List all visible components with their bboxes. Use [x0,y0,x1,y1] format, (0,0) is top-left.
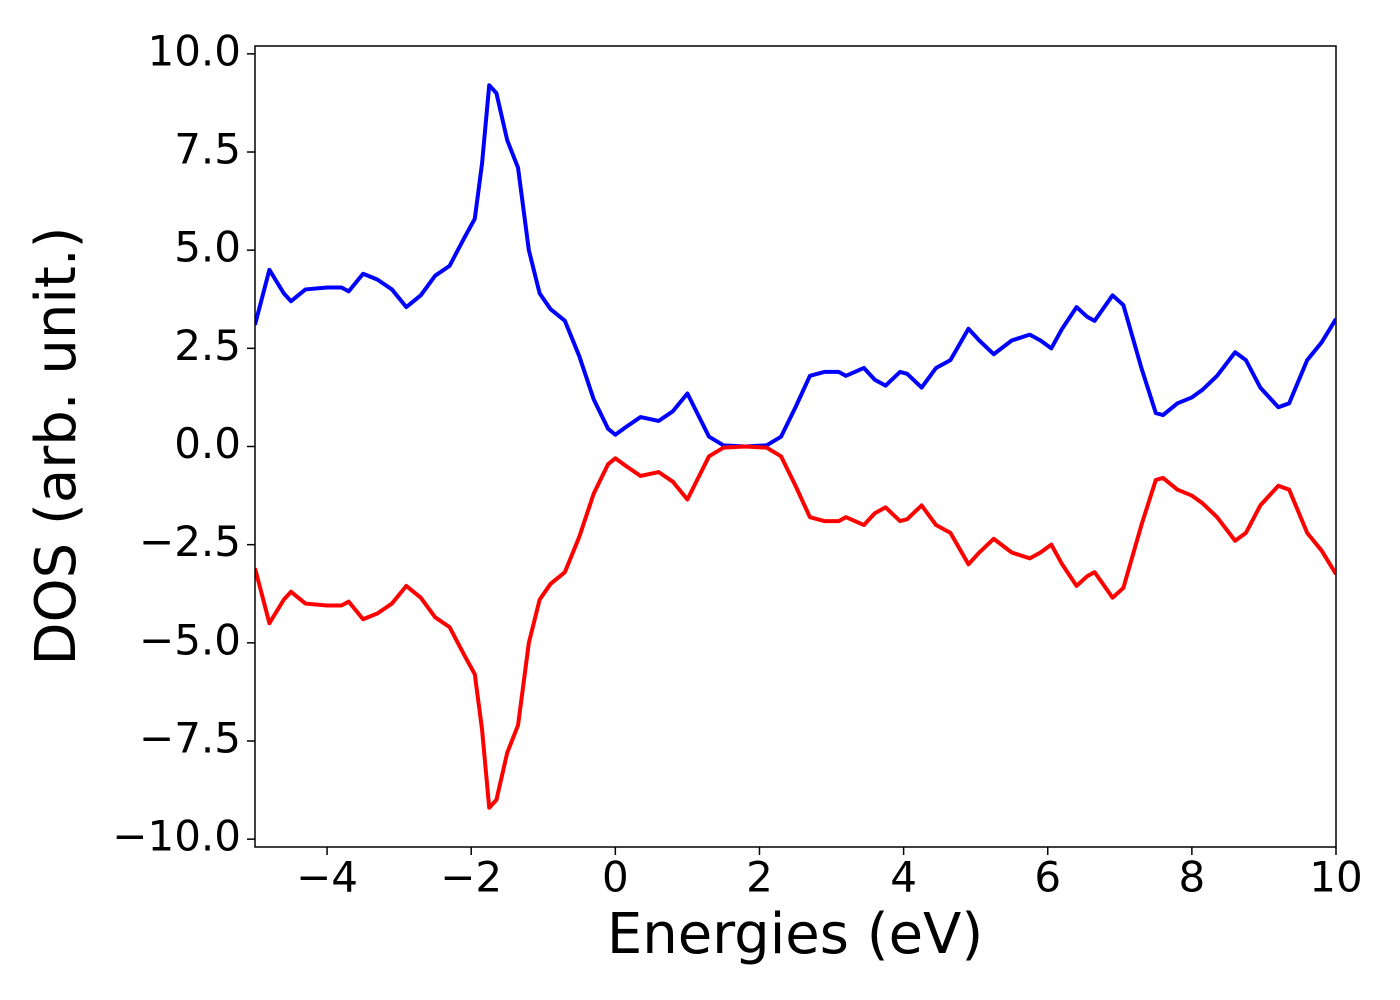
y-tick-label: −10.0 [112,812,241,861]
y-tick-label: −7.5 [139,713,241,762]
x-tick-label: −4 [296,853,358,902]
y-tick-label: −2.5 [139,517,241,566]
plot-frame [254,45,1337,848]
data-line [255,83,1336,449]
y-tick-label: 7.5 [174,125,241,174]
x-axis-label: Energies (eV) [607,902,983,967]
y-tick-label: 5.0 [174,223,241,272]
y-tick-label: 0.0 [174,419,241,468]
y-tick-label: −5.0 [139,615,241,664]
x-tick-label: 2 [746,853,773,902]
y-tick-label: 10.0 [147,26,241,75]
x-tick-label: −2 [440,853,502,902]
y-tick-label: 2.5 [174,321,241,370]
x-tick-label: 0 [602,853,629,902]
x-tick-label: 4 [890,853,917,902]
y-axis-label: DOS (arb. unit.) [24,226,89,665]
data-line [255,444,1336,810]
x-tick-label: 10 [1309,853,1362,902]
x-tick-label: 6 [1034,853,1061,902]
x-tick-label: 8 [1178,853,1205,902]
